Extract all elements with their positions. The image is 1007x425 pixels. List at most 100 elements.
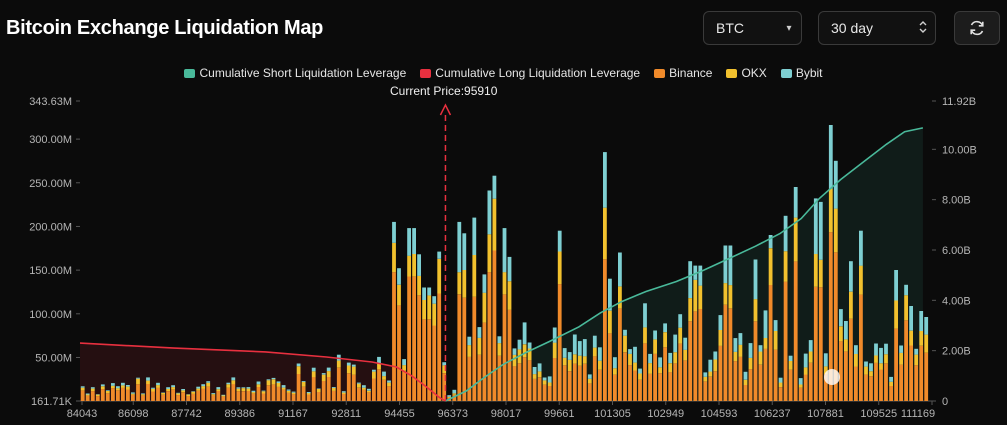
binance-bar-segment bbox=[552, 358, 557, 401]
okx-bar-segment bbox=[276, 383, 281, 387]
bybit-bar-segment bbox=[608, 278, 612, 311]
okx-bar-segment bbox=[326, 371, 331, 377]
okx-bar-segment bbox=[889, 381, 893, 386]
binance-bar-segment bbox=[482, 322, 487, 401]
bybit-bar-segment bbox=[271, 377, 276, 380]
binance-bar-segment bbox=[427, 319, 432, 401]
current-price-arrow-icon bbox=[439, 103, 452, 116]
bybit-bar-segment bbox=[100, 384, 105, 387]
bybit-bar-segment bbox=[176, 392, 180, 394]
bybit-bar-segment bbox=[753, 259, 758, 300]
bybit-bar-segment bbox=[402, 359, 406, 366]
okx-bar-segment bbox=[598, 360, 602, 370]
binance-bar-segment bbox=[567, 371, 572, 401]
bybit-bar-segment bbox=[894, 270, 898, 301]
binance-bar-segment bbox=[748, 369, 753, 401]
bybit-bar-segment bbox=[407, 228, 411, 256]
bybit-bar-segment bbox=[211, 393, 216, 395]
bybit-bar-segment bbox=[387, 380, 391, 383]
okx-bar-segment bbox=[126, 386, 130, 390]
okx-bar-segment bbox=[567, 359, 572, 371]
binance-bar-segment bbox=[884, 363, 888, 401]
refresh-button[interactable] bbox=[954, 11, 1000, 45]
bybit-bar-segment bbox=[748, 343, 753, 358]
bybit-bar-segment bbox=[422, 287, 426, 300]
bybit-bar-segment bbox=[718, 315, 723, 330]
binance-bar-segment bbox=[95, 396, 100, 401]
okx-bar-segment bbox=[191, 391, 196, 394]
bybit-bar-segment bbox=[206, 381, 211, 383]
bybit-bar-segment bbox=[236, 387, 241, 389]
bybit-bar-segment bbox=[869, 363, 873, 372]
bybit-bar-segment bbox=[291, 391, 296, 393]
bybit-bar-segment bbox=[552, 327, 557, 343]
binance-bar-segment bbox=[643, 343, 647, 401]
x-tick-label: 111169 bbox=[901, 408, 935, 420]
okx-bar-segment bbox=[85, 394, 90, 396]
legend-item[interactable]: Cumulative Short Liquidation Leverage bbox=[184, 66, 406, 80]
bybit-bar-segment bbox=[261, 390, 266, 392]
legend-item[interactable]: Cumulative Long Liquidation Leverage bbox=[420, 66, 640, 80]
okx-bar-segment bbox=[111, 385, 115, 389]
binance-bar-segment bbox=[146, 384, 150, 401]
binance-bar-segment bbox=[402, 370, 406, 401]
binance-bar-segment bbox=[236, 391, 241, 401]
binance-bar-segment bbox=[331, 390, 336, 401]
bybit-bar-segment bbox=[201, 384, 206, 387]
okx-bar-segment bbox=[121, 385, 125, 388]
y-right-tick-label: 6.00B bbox=[942, 245, 971, 257]
binance-bar-segment bbox=[798, 387, 803, 401]
bybit-bar-segment bbox=[899, 345, 903, 353]
okx-bar-segment bbox=[392, 243, 396, 273]
bybit-bar-segment bbox=[818, 201, 823, 260]
binance-bar-segment bbox=[351, 374, 356, 401]
bybit-bar-segment bbox=[241, 387, 246, 389]
bybit-bar-segment bbox=[377, 356, 381, 364]
binance-bar-segment bbox=[693, 311, 698, 401]
x-tick-label: 106237 bbox=[754, 408, 791, 420]
bybit-bar-segment bbox=[226, 382, 231, 385]
legend-label: Cumulative Long Liquidation Leverage bbox=[435, 66, 641, 80]
bybit-bar-segment bbox=[864, 361, 868, 367]
legend-item[interactable]: Bybit bbox=[780, 66, 823, 80]
okx-bar-segment bbox=[768, 248, 773, 285]
okx-bar-segment bbox=[703, 376, 708, 382]
coin-select[interactable]: BTC ▾ bbox=[703, 11, 802, 45]
chevron-down-icon: ▾ bbox=[786, 22, 792, 34]
bybit-bar-segment bbox=[547, 376, 552, 383]
okx-bar-segment bbox=[351, 366, 356, 375]
okx-bar-segment bbox=[211, 394, 216, 396]
legend-item[interactable]: Binance bbox=[654, 66, 712, 80]
legend-item[interactable]: OKX bbox=[726, 66, 767, 80]
x-tick-label: 84043 bbox=[67, 408, 98, 420]
bybit-bar-segment bbox=[331, 387, 336, 388]
bybit-bar-segment bbox=[623, 329, 627, 336]
okx-bar-segment bbox=[844, 339, 848, 352]
binance-bar-segment bbox=[196, 390, 201, 401]
okx-bar-segment bbox=[382, 376, 386, 380]
okx-bar-segment bbox=[879, 363, 883, 370]
okx-bar-segment bbox=[80, 387, 85, 391]
bybit-bar-segment bbox=[497, 336, 502, 344]
okx-bar-segment bbox=[452, 393, 457, 395]
okx-bar-segment bbox=[713, 359, 718, 372]
binance-bar-segment bbox=[457, 294, 462, 401]
bybit-bar-segment bbox=[171, 385, 175, 388]
okx-bar-segment bbox=[542, 380, 547, 385]
binance-bar-segment bbox=[537, 377, 542, 401]
binance-bar-segment bbox=[698, 309, 703, 401]
y-right-tick-label: 8.00B bbox=[942, 195, 971, 207]
okx-bar-segment bbox=[206, 382, 211, 387]
bybit-bar-segment bbox=[191, 391, 196, 392]
bybit-bar-segment bbox=[251, 390, 256, 393]
binance-bar-segment bbox=[522, 357, 527, 401]
time-range-select[interactable]: 30 day bbox=[818, 11, 936, 45]
bybit-bar-segment bbox=[121, 382, 125, 386]
bybit-bar-segment bbox=[708, 359, 713, 372]
okx-bar-segment bbox=[412, 253, 416, 277]
binance-bar-segment bbox=[472, 296, 477, 401]
bybit-bar-segment bbox=[628, 349, 632, 354]
binance-bar-segment bbox=[768, 285, 773, 401]
binance-bar-segment bbox=[85, 395, 90, 401]
binance-bar-segment bbox=[547, 386, 552, 401]
